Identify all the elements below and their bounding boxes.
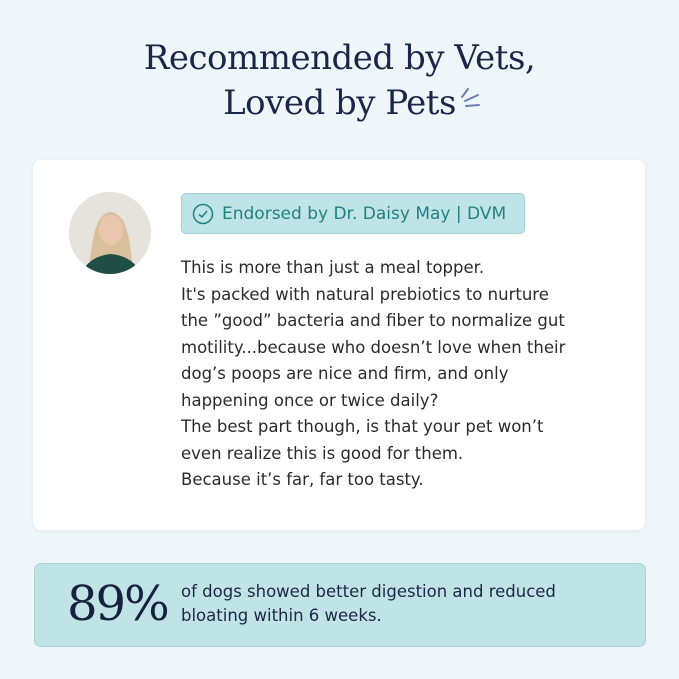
text-line: even realize this is good for them. — [181, 443, 464, 463]
testimonial-card: Endorsed by Dr. Daisy May | DVM This is … — [33, 160, 645, 530]
text-line: It's packed with natural prebiotics to n… — [181, 284, 549, 304]
avatar — [69, 192, 151, 274]
check-circle-icon — [192, 203, 214, 224]
stat-value: 89% — [67, 576, 170, 632]
stat-line-1: of dogs showed better digestion and redu… — [181, 582, 556, 601]
testimonial-text: This is more than just a meal topper. It… — [181, 255, 621, 494]
endorsement-badge: Endorsed by Dr. Daisy May | DVM — [181, 193, 525, 234]
text-line: motility...because who doesn’t love when… — [181, 337, 566, 357]
title-line-1: Recommended by Vets, — [143, 38, 536, 78]
stat-box: 89% of dogs showed better digestion and … — [34, 563, 646, 647]
text-line: the ”good” bacteria and fiber to normali… — [181, 311, 565, 330]
text-line: The best part though, is that your pet w… — [181, 417, 544, 436]
title-line-2: Loved by Pets — [223, 83, 456, 123]
stat-description: of dogs showed better digestion and redu… — [181, 580, 556, 628]
sparkle-dash-icon — [460, 88, 480, 107]
badge-label: Endorsed by Dr. Daisy May | DVM — [222, 203, 507, 224]
text-line: This is more than just a meal topper. — [181, 258, 485, 277]
text-line: dog’s poops are nice and firm, and only — [181, 364, 509, 383]
stat-line-2: bloating within 6 weeks. — [181, 606, 382, 625]
page-title: Recommended by Vets, Loved by Pets — [0, 36, 679, 126]
text-line: Because it’s far, far too tasty. — [181, 470, 424, 489]
text-line: happening once or twice daily? — [181, 390, 439, 410]
